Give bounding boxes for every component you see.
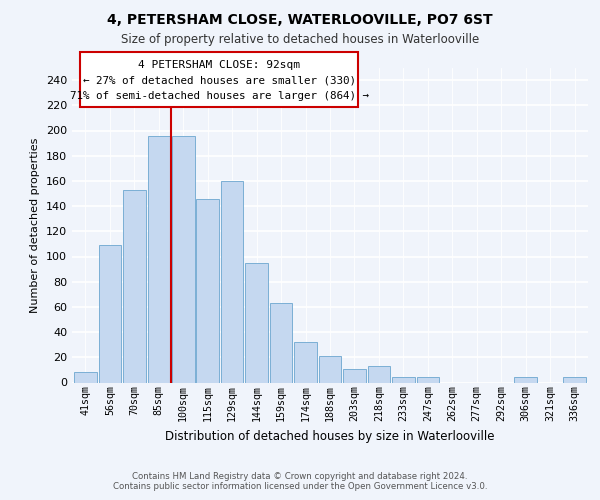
Bar <box>74 372 97 382</box>
Bar <box>172 136 194 382</box>
Text: 71% of semi-detached houses are larger (864) →: 71% of semi-detached houses are larger (… <box>70 91 368 101</box>
Bar <box>294 342 317 382</box>
Bar <box>563 378 586 382</box>
Text: ← 27% of detached houses are smaller (330): ← 27% of detached houses are smaller (33… <box>83 76 356 86</box>
Text: 4, PETERSHAM CLOSE, WATERLOOVILLE, PO7 6ST: 4, PETERSHAM CLOSE, WATERLOOVILLE, PO7 6… <box>107 12 493 26</box>
Bar <box>319 356 341 382</box>
Bar <box>98 245 121 382</box>
FancyBboxPatch shape <box>80 52 358 107</box>
Bar <box>245 263 268 382</box>
Bar <box>270 303 292 382</box>
X-axis label: Distribution of detached houses by size in Waterlooville: Distribution of detached houses by size … <box>165 430 495 442</box>
Text: Size of property relative to detached houses in Waterlooville: Size of property relative to detached ho… <box>121 32 479 46</box>
Y-axis label: Number of detached properties: Number of detached properties <box>31 138 40 312</box>
Bar <box>123 190 146 382</box>
Bar <box>221 181 244 382</box>
Bar <box>196 198 219 382</box>
Bar <box>514 378 537 382</box>
Text: Contains HM Land Registry data © Crown copyright and database right 2024.
Contai: Contains HM Land Registry data © Crown c… <box>113 472 487 491</box>
Bar <box>368 366 390 382</box>
Text: 4 PETERSHAM CLOSE: 92sqm: 4 PETERSHAM CLOSE: 92sqm <box>138 60 300 70</box>
Bar <box>416 378 439 382</box>
Bar <box>148 136 170 382</box>
Bar <box>392 378 415 382</box>
Bar <box>343 368 366 382</box>
